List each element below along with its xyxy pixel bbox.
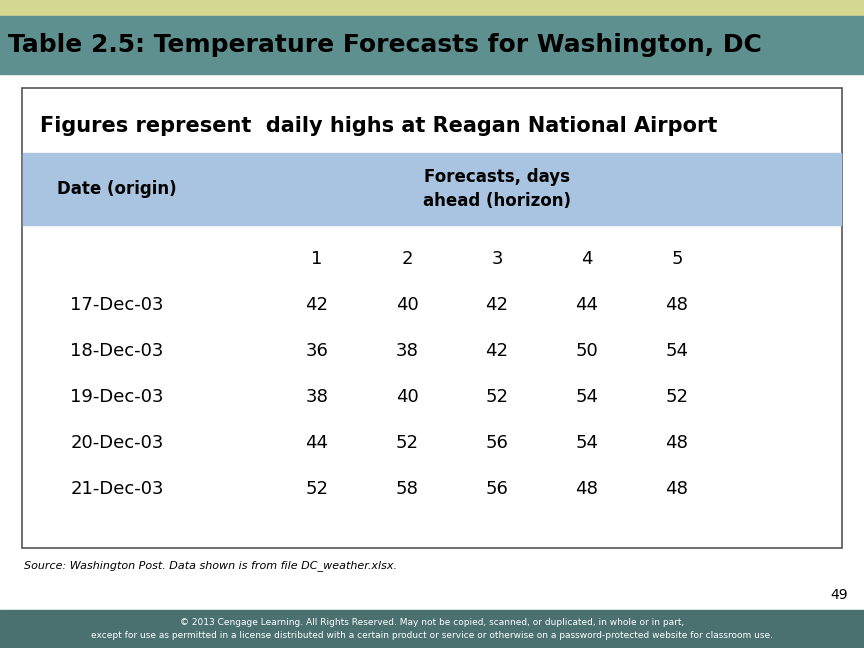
Text: 56: 56 <box>486 480 508 498</box>
Text: 3: 3 <box>492 250 503 268</box>
Text: 36: 36 <box>306 342 328 360</box>
Text: 52: 52 <box>665 388 689 406</box>
Bar <box>0 610 864 648</box>
Text: 44: 44 <box>306 434 328 452</box>
Text: 50: 50 <box>575 342 599 360</box>
Text: 19-Dec-03: 19-Dec-03 <box>70 388 164 406</box>
Text: 38: 38 <box>396 342 418 360</box>
Text: 42: 42 <box>306 296 328 314</box>
Text: 5: 5 <box>671 250 683 268</box>
Text: 54: 54 <box>575 434 599 452</box>
Text: 18-Dec-03: 18-Dec-03 <box>70 342 163 360</box>
Text: 48: 48 <box>575 480 599 498</box>
Text: 17-Dec-03: 17-Dec-03 <box>70 296 164 314</box>
Text: 38: 38 <box>306 388 328 406</box>
Text: 2: 2 <box>401 250 413 268</box>
Text: Date (origin): Date (origin) <box>57 180 177 198</box>
Text: 4: 4 <box>581 250 593 268</box>
Text: 1: 1 <box>311 250 322 268</box>
Text: 54: 54 <box>665 342 689 360</box>
Text: 54: 54 <box>575 388 599 406</box>
Text: 58: 58 <box>396 480 418 498</box>
Text: 48: 48 <box>665 480 689 498</box>
Text: © 2013 Cengage Learning. All Rights Reserved. May not be copied, scanned, or dup: © 2013 Cengage Learning. All Rights Rese… <box>91 618 773 640</box>
Text: 21-Dec-03: 21-Dec-03 <box>70 480 164 498</box>
Text: 56: 56 <box>486 434 508 452</box>
Text: 49: 49 <box>830 588 848 602</box>
Text: Source: Washington Post. Data shown is from file DC_weather.xlsx.: Source: Washington Post. Data shown is f… <box>24 560 397 571</box>
Text: 48: 48 <box>665 296 689 314</box>
Text: 20-Dec-03: 20-Dec-03 <box>70 434 163 452</box>
Text: 44: 44 <box>575 296 599 314</box>
Bar <box>22 88 842 548</box>
Bar <box>23 153 841 225</box>
Text: Figures represent  daily highs at Reagan National Airport: Figures represent daily highs at Reagan … <box>40 116 717 136</box>
Text: 42: 42 <box>486 342 509 360</box>
Text: 40: 40 <box>396 296 418 314</box>
Text: 52: 52 <box>396 434 418 452</box>
Text: 52: 52 <box>486 388 509 406</box>
Text: 48: 48 <box>665 434 689 452</box>
Text: Table 2.5: Temperature Forecasts for Washington, DC: Table 2.5: Temperature Forecasts for Was… <box>8 33 762 57</box>
Text: Forecasts, days
ahead (horizon): Forecasts, days ahead (horizon) <box>423 168 571 210</box>
Bar <box>0 16 864 74</box>
Bar <box>0 0 864 16</box>
Text: 52: 52 <box>306 480 328 498</box>
Text: 40: 40 <box>396 388 418 406</box>
Text: 42: 42 <box>486 296 509 314</box>
